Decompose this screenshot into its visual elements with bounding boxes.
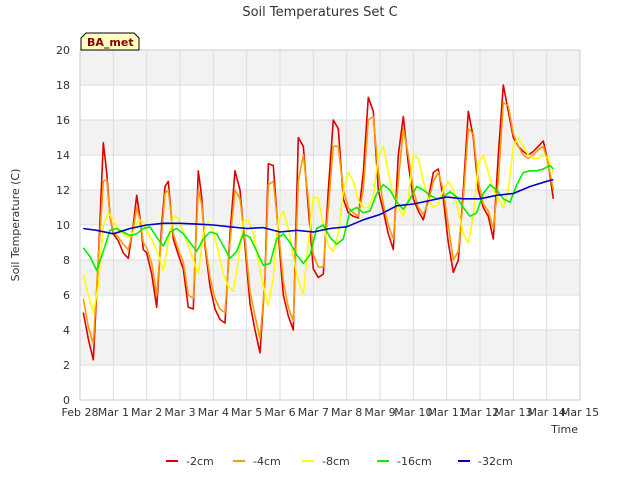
y-tick-label: 0 — [63, 394, 70, 407]
plot-band — [80, 85, 580, 120]
y-tick-label: 8 — [63, 254, 70, 267]
y-tick-label: 4 — [63, 324, 70, 337]
y-tick-label: 6 — [63, 289, 70, 302]
legend-label: -2cm — [186, 455, 214, 468]
x-tick-label: Mar 13 — [494, 406, 532, 419]
legend-label: -16cm — [397, 455, 432, 468]
x-tick-label: Mar 2 — [131, 406, 162, 419]
series-line-4cm — [82, 101, 555, 345]
legend-label: -8cm — [322, 455, 350, 468]
plot-band — [80, 365, 580, 400]
x-tick-label: Mar 7 — [298, 406, 329, 419]
x-axis-ticks: Feb 28 Mar 1 Mar 2 Mar 3 Mar 4 Mar 5 Mar 6 Mar … — [62, 406, 600, 419]
y-axis-label: Soil Temperature (C) — [9, 169, 22, 282]
x-tick-label: Mar 14 — [528, 406, 566, 419]
legend-label: -4cm — [253, 455, 281, 468]
x-tick-label: Mar 1 — [98, 406, 129, 419]
plot-band — [80, 225, 580, 260]
plot-band — [80, 295, 580, 330]
x-tick-label: Mar 8 — [331, 406, 362, 419]
plot-background — [80, 50, 580, 400]
x-tick-label: Mar 4 — [198, 406, 229, 419]
x-tick-label: Mar 9 — [364, 406, 395, 419]
badge-shape — [80, 32, 140, 51]
legend: -2cm -4cm -8cm -16cm -32cm — [166, 455, 513, 468]
y-tick-label: 2 — [63, 359, 70, 372]
x-tick-label: Mar 3 — [164, 406, 195, 419]
series-line-32cm — [83, 178, 554, 235]
x-tick-label: Mar 15 — [561, 406, 599, 419]
plot-frame — [79, 49, 581, 401]
badge-text: BA_met — [87, 36, 134, 49]
legend-label: -32cm — [478, 455, 513, 468]
series-line-16cm — [82, 164, 554, 272]
plot-band — [80, 260, 580, 295]
y-tick-label: 10 — [56, 219, 70, 232]
x-tick-label: Mar 5 — [231, 406, 262, 419]
data-series — [82, 84, 555, 361]
y-tick-label: 16 — [56, 114, 70, 127]
x-tick-label: Mar 10 — [394, 406, 432, 419]
x-tick-label: Feb 28 — [62, 406, 99, 419]
y-axis-ticks: 0 2 4 6 8 10 12 14 16 18 20 — [56, 44, 70, 407]
y-tick-label: 18 — [56, 79, 70, 92]
x-axis-label: Time — [550, 423, 578, 436]
x-tick-label: Mar 6 — [264, 406, 295, 419]
x-tick-label: Mar 11 — [428, 406, 466, 419]
chart-title: Soil Temperatures Set C — [242, 5, 397, 20]
plot-band — [80, 50, 580, 85]
station-badge: BA_met — [80, 32, 140, 51]
y-tick-label: 20 — [56, 44, 70, 57]
plot-band — [80, 330, 580, 365]
y-tick-label: 12 — [56, 184, 70, 197]
x-tick-label: Mar 12 — [461, 406, 499, 419]
plot-band — [80, 120, 580, 155]
y-tick-label: 14 — [56, 149, 70, 162]
